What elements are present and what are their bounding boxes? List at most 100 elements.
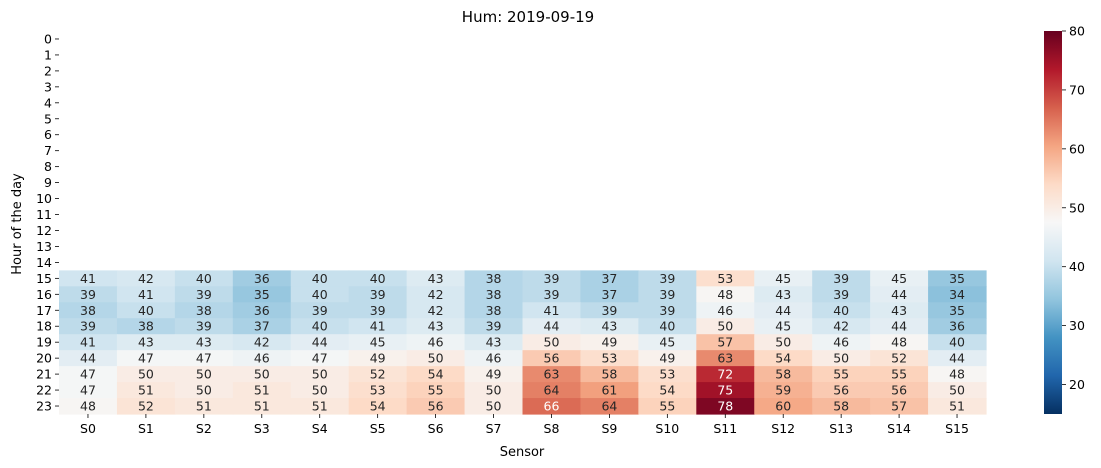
cell-value-label: 38 [196,303,212,318]
cell-value-label: 39 [833,287,849,302]
heatmap-cell [59,382,118,399]
cell-value-label: 51 [949,399,965,414]
x-tick-label: S14 [887,421,911,436]
heatmap-cell [580,270,639,287]
heatmap-cell [812,286,871,303]
cell-value-label: 55 [659,399,675,414]
cell-value-label: 45 [370,335,386,350]
heatmap-cell [116,382,176,399]
cell-value-label: 39 [80,319,96,334]
heatmap-cell [59,366,118,383]
y-tick-label: 21 [36,367,52,382]
colorbar-tick-label: 80 [1069,24,1085,39]
cell-value-label: 39 [196,287,212,302]
heatmap-cell [59,334,118,351]
cell-value-label: 43 [428,271,444,286]
heatmap-cell [232,334,292,351]
cell-value-label: 49 [659,351,675,366]
heatmap-cell [232,366,292,383]
y-tick-label: 15 [36,271,52,286]
heatmap-cell [348,366,408,383]
heatmap-cell [116,286,176,303]
colorbar-tick-label: 30 [1069,318,1085,333]
heatmap-cell [812,334,871,351]
cell-value-label: 39 [659,271,675,286]
cell-value-label: 47 [196,351,212,366]
heatmap-cell [348,302,408,319]
cell-value-label: 45 [891,271,907,286]
cell-value-label: 51 [254,399,270,414]
heatmap-cell [870,286,929,303]
cell-value-label: 40 [138,303,154,318]
heatmap-cell [406,302,466,319]
cell-value-label: 52 [370,367,386,382]
heatmap-cell [464,398,524,415]
cell-value-label: 51 [196,399,212,414]
y-tick-label: 9 [44,175,52,190]
heatmap-cell [754,302,813,319]
cell-value-label: 37 [601,287,617,302]
heatmap-cell [116,302,176,319]
heatmap-cell [406,286,466,303]
heatmap-cell [348,318,408,335]
heatmap-cell [290,318,350,335]
x-tick-label: S4 [312,421,328,436]
cell-value-label: 34 [949,287,965,302]
cell-value-label: 53 [717,271,733,286]
y-tick-label: 5 [44,111,52,126]
heatmap-cell [290,398,350,415]
x-tick-label: S13 [829,421,853,436]
cell-value-label: 49 [486,367,502,382]
y-tick-label: 17 [36,303,52,318]
colorbar-tick-label: 20 [1069,377,1085,392]
cell-value-label: 50 [833,351,849,366]
cell-value-label: 50 [138,367,154,382]
heatmap-cell [928,318,987,335]
cell-value-label: 52 [891,351,907,366]
heatmap-cell [464,318,524,335]
cell-value-label: 53 [601,351,617,366]
cell-value-label: 40 [370,271,386,286]
heatmap-cell [870,382,929,399]
heatmap-cell [696,334,755,351]
heatmap-cell [116,270,176,287]
cell-value-label: 40 [949,335,965,350]
cell-value-label: 54 [370,399,386,414]
cell-value-label: 50 [486,383,502,398]
x-tick-label: S1 [138,421,154,436]
cell-value-label: 54 [775,351,791,366]
heatmap-cell [174,286,234,303]
heatmap-cell [580,382,639,399]
heatmap-cell [928,350,987,367]
cell-value-label: 43 [138,335,154,350]
cell-value-label: 52 [138,399,154,414]
heatmap-cell [870,350,929,367]
heatmap-cell [59,350,118,367]
heatmap-cell [870,318,929,335]
heatmap-cell [174,334,234,351]
cell-value-label: 44 [891,319,907,334]
heatmap-cell [522,318,582,335]
heatmap-cell [754,350,813,367]
heatmap-cell [928,286,987,303]
cell-value-label: 39 [544,287,560,302]
colorbar-ticks: 20 30 40 50 60 70 80 [1062,24,1085,392]
x-tick-label: S8 [544,421,560,436]
cell-value-label: 58 [833,399,849,414]
y-tick-label: 20 [36,351,52,366]
x-tick-label: S3 [254,421,270,436]
heatmap-cell [174,302,234,319]
heatmap-cell [754,270,813,287]
cell-value-label: 46 [833,335,849,350]
heatmap-cell [348,398,408,415]
heatmap-cell [522,350,582,367]
cell-value-label: 45 [775,271,791,286]
heatmap-cell [174,350,234,367]
x-tick-label: S6 [428,421,444,436]
cell-value-label: 39 [601,303,617,318]
heatmap-cell [406,270,466,287]
cell-value-label: 46 [486,351,502,366]
heatmap-cell [928,334,987,351]
